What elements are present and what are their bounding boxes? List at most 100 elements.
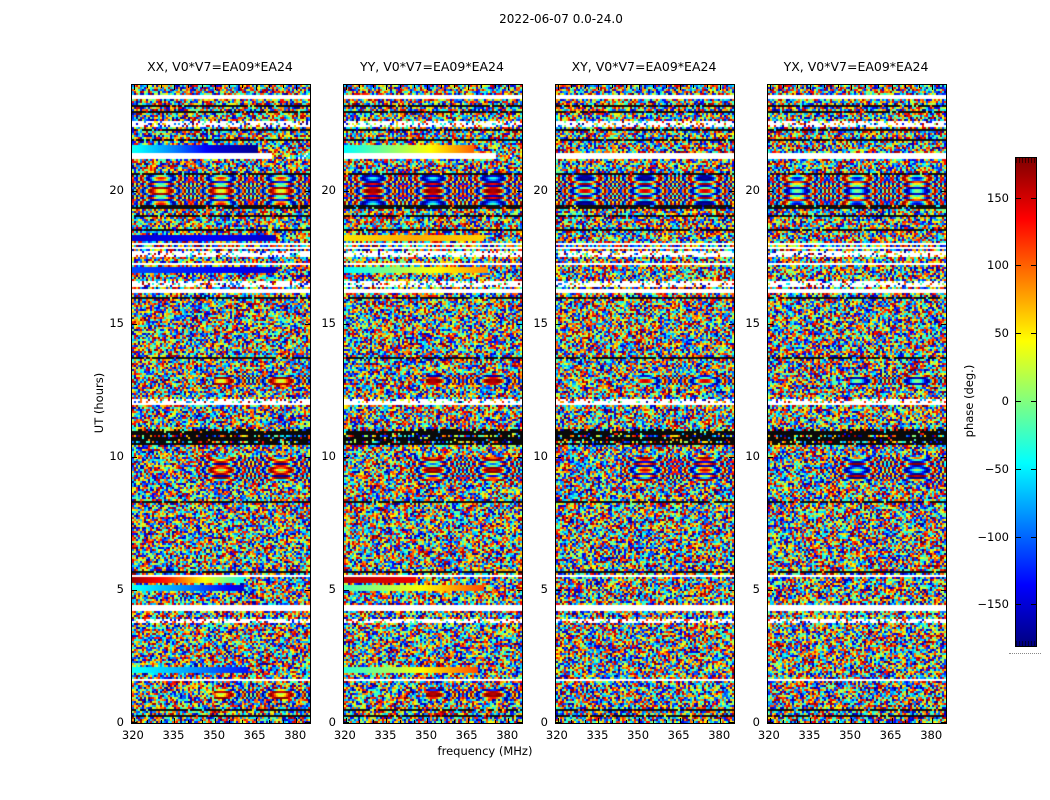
x-minor-tick bbox=[823, 720, 825, 723]
x-minor-tick bbox=[693, 720, 695, 723]
x-minor-tick bbox=[359, 85, 361, 88]
x-minor-tick bbox=[945, 85, 947, 88]
x-minor-tick bbox=[733, 720, 735, 723]
x-minor-tick bbox=[666, 85, 668, 88]
heatmap-canvas-xy bbox=[556, 85, 734, 723]
colorbar-label: phase (deg.) bbox=[962, 364, 976, 438]
y-tick bbox=[344, 191, 349, 193]
x-minor-tick bbox=[652, 85, 654, 88]
x-tick-label: 380 bbox=[284, 728, 307, 742]
y-tick bbox=[305, 457, 310, 459]
y-tick bbox=[556, 457, 561, 459]
y-tick-label: 5 bbox=[752, 582, 760, 597]
x-tick-label: 350 bbox=[415, 728, 438, 742]
colorbar-tick-mark bbox=[1031, 197, 1036, 199]
x-tick-label: 380 bbox=[496, 728, 519, 742]
x-minor-tick bbox=[494, 720, 496, 723]
y-tick-label: 20 bbox=[745, 183, 760, 198]
x-minor-tick bbox=[160, 720, 162, 723]
y-tick bbox=[132, 722, 137, 723]
x-minor-tick bbox=[386, 85, 388, 88]
y-tick bbox=[132, 324, 137, 326]
colorbar-tick-mark bbox=[1016, 604, 1021, 606]
x-minor-tick bbox=[296, 720, 298, 723]
x-minor-tick bbox=[823, 85, 825, 88]
y-tick bbox=[729, 590, 734, 592]
x-minor-tick bbox=[187, 85, 189, 88]
y-tick bbox=[729, 324, 734, 326]
colorbar-tick-mark bbox=[1031, 468, 1036, 470]
y-tick-label: 15 bbox=[321, 316, 336, 331]
x-tick-label: 365 bbox=[455, 728, 478, 742]
x-minor-tick bbox=[652, 720, 654, 723]
x-minor-tick bbox=[720, 720, 722, 723]
y-tick-label: 10 bbox=[321, 449, 336, 464]
x-minor-tick bbox=[386, 720, 388, 723]
x-tick-label: 335 bbox=[586, 728, 609, 742]
y-tick bbox=[305, 590, 310, 592]
panel-title-yx: YX, V0*V7=EA09*EA24 bbox=[783, 59, 929, 74]
x-tick-label: 365 bbox=[243, 728, 266, 742]
x-minor-tick bbox=[147, 85, 149, 88]
x-minor-tick bbox=[481, 720, 483, 723]
x-tick-label: 335 bbox=[374, 728, 397, 742]
x-tick-label: 335 bbox=[162, 728, 185, 742]
x-minor-tick bbox=[494, 85, 496, 88]
y-tick bbox=[941, 324, 946, 326]
x-minor-tick bbox=[706, 720, 708, 723]
x-minor-tick bbox=[891, 720, 893, 723]
x-minor-tick bbox=[309, 85, 311, 88]
x-minor-tick bbox=[932, 85, 934, 88]
x-minor-tick bbox=[639, 720, 641, 723]
y-tick-label: 15 bbox=[533, 316, 548, 331]
x-minor-tick bbox=[837, 85, 839, 88]
colorbar-tick-mark bbox=[1031, 536, 1036, 538]
y-tick-label: 0 bbox=[328, 715, 336, 729]
y-tick bbox=[344, 590, 349, 592]
panel-frame-xy bbox=[555, 84, 735, 724]
x-minor-tick bbox=[427, 720, 429, 723]
colorbar-tick-mark bbox=[1031, 265, 1036, 267]
figure-title: 2022-06-07 0.0-24.0 bbox=[499, 12, 623, 26]
colorbar-tick-mark bbox=[1016, 468, 1021, 470]
y-tick-label: 15 bbox=[109, 316, 124, 331]
x-minor-tick bbox=[625, 720, 627, 723]
x-minor-tick bbox=[399, 85, 401, 88]
y-tick bbox=[556, 590, 561, 592]
y-tick bbox=[517, 191, 522, 193]
x-minor-tick bbox=[837, 720, 839, 723]
x-minor-tick bbox=[467, 720, 469, 723]
x-minor-tick bbox=[557, 720, 559, 723]
y-tick-label: 10 bbox=[533, 449, 548, 464]
x-minor-tick bbox=[851, 720, 853, 723]
x-minor-tick bbox=[242, 85, 244, 88]
x-minor-tick bbox=[783, 720, 785, 723]
colorbar-tick-mark bbox=[1016, 401, 1021, 402]
y-tick bbox=[305, 324, 310, 326]
x-axis-label: frequency (MHz) bbox=[437, 744, 533, 758]
x-minor-tick bbox=[201, 85, 203, 88]
x-minor-tick bbox=[133, 720, 135, 723]
x-minor-tick bbox=[359, 720, 361, 723]
x-minor-tick bbox=[521, 720, 523, 723]
x-minor-tick bbox=[810, 85, 812, 88]
x-minor-tick bbox=[133, 85, 135, 88]
x-minor-tick bbox=[454, 720, 456, 723]
x-minor-tick bbox=[296, 85, 298, 88]
y-tick-label: 5 bbox=[540, 582, 548, 597]
x-minor-tick bbox=[706, 85, 708, 88]
x-minor-tick bbox=[571, 720, 573, 723]
y-tick bbox=[941, 590, 946, 592]
y-tick-label: 15 bbox=[745, 316, 760, 331]
x-minor-tick bbox=[440, 720, 442, 723]
x-minor-tick bbox=[413, 720, 415, 723]
x-minor-tick bbox=[905, 720, 907, 723]
y-tick-label: 0 bbox=[540, 715, 548, 729]
x-minor-tick bbox=[932, 720, 934, 723]
panel-xy: XY, V0*V7=EA09*EA24 320 335 350 365 380 0 5 10 15… bbox=[533, 59, 735, 742]
x-minor-tick bbox=[878, 85, 880, 88]
colorbar-tick-label: 150 bbox=[987, 190, 1009, 205]
colorbar-tick-mark bbox=[1031, 401, 1036, 402]
colorbar-tick-mark bbox=[1016, 265, 1021, 267]
y-tick bbox=[305, 191, 310, 193]
